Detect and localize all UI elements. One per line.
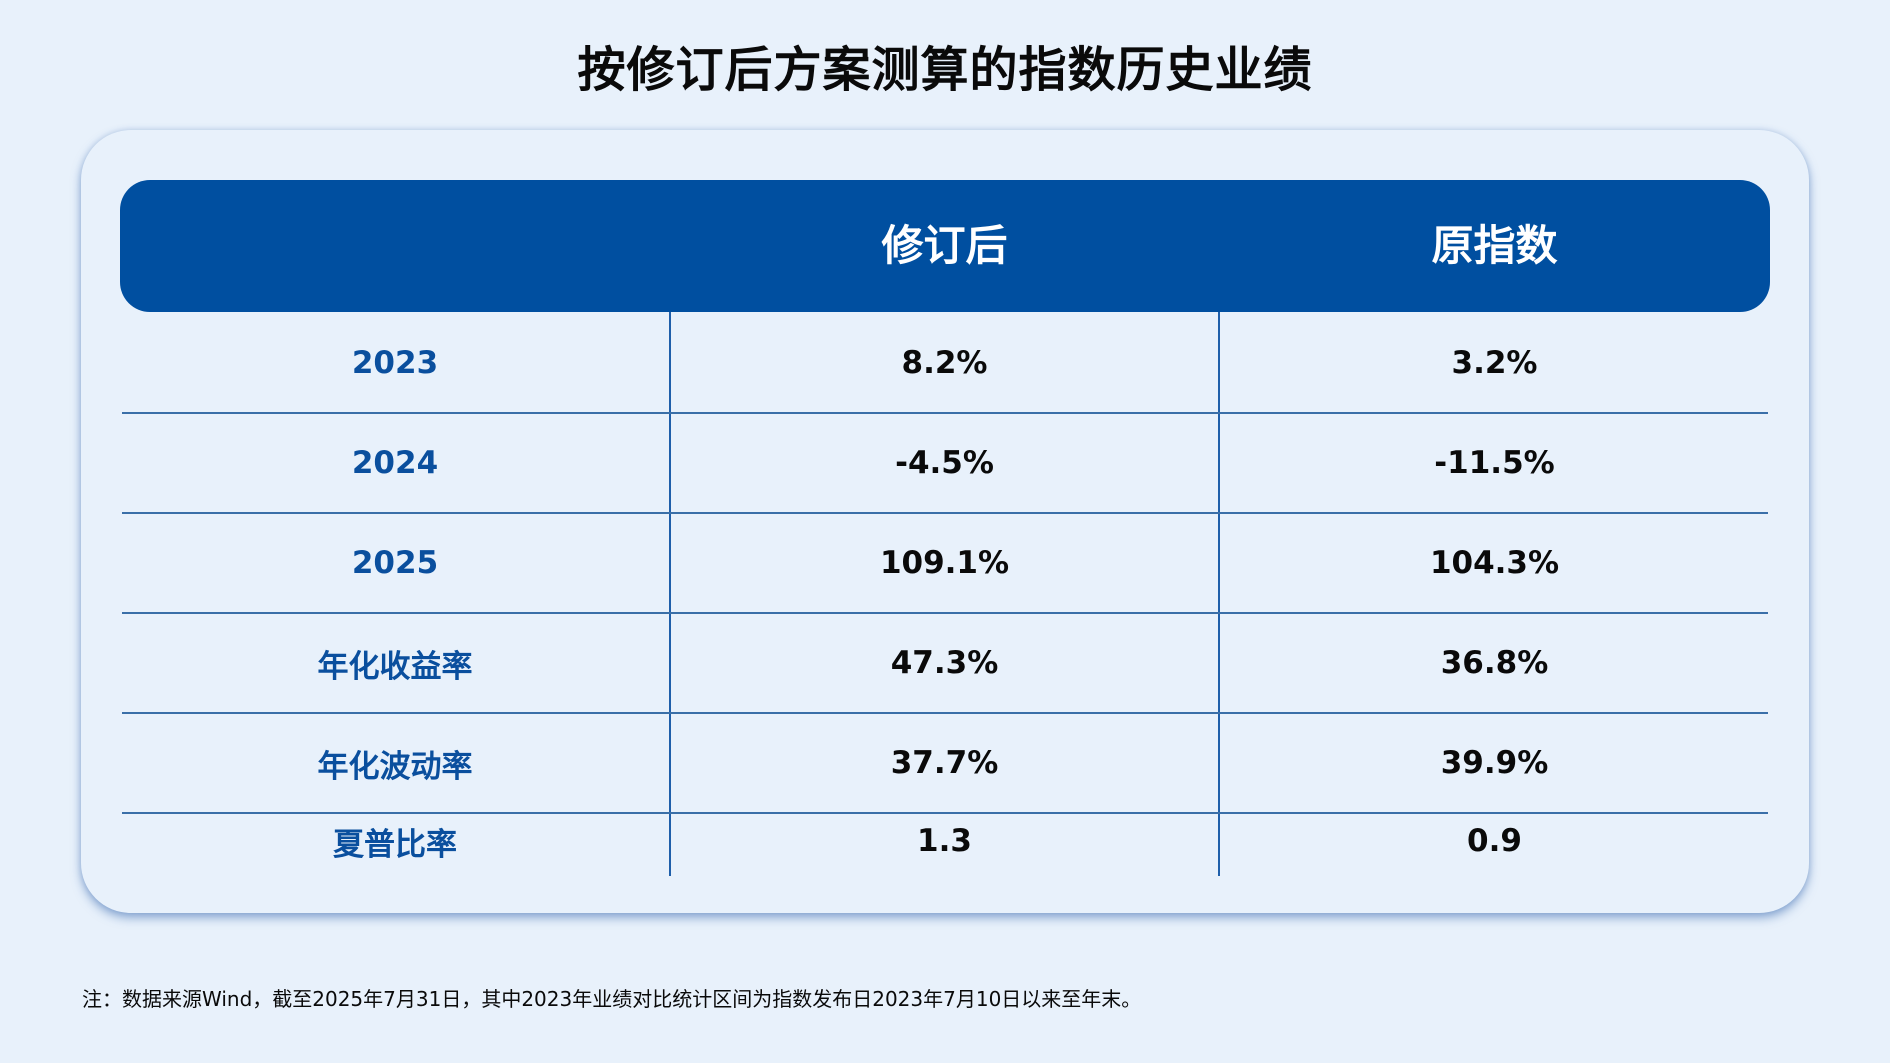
header-cell-empty xyxy=(120,180,670,312)
table-row: 夏普比率 1.3 0.9 xyxy=(120,813,1770,877)
table-row: 年化波动率 37.7% 39.9% xyxy=(120,713,1770,814)
row-divider xyxy=(122,412,1768,414)
row-label: 2024 xyxy=(351,445,439,481)
footnote: 注：数据来源Wind，截至2025年7月31日，其中2023年业绩对比统计区间为… xyxy=(82,987,1142,1011)
column-divider xyxy=(669,312,671,876)
original-value: 104.3% xyxy=(1429,545,1560,581)
original-value: -11.5% xyxy=(1434,445,1555,481)
table-body: 2023 8.2% 3.2% 2024 -4.5% -11.5% 2025 10… xyxy=(120,312,1770,877)
row-label: 夏普比率 xyxy=(333,826,457,863)
revised-value: 8.2% xyxy=(901,344,988,381)
row-label: 2023 xyxy=(351,344,439,381)
header-cell-revised: 修订后 xyxy=(881,221,1008,270)
revised-value: 37.7% xyxy=(890,745,999,781)
table-header: 修订后 原指数 xyxy=(120,180,1770,312)
table-row: 年化收益率 47.3% 36.8% xyxy=(120,613,1770,714)
row-label: 年化收益率 xyxy=(317,648,473,685)
column-divider xyxy=(1218,312,1220,876)
revised-value: 109.1% xyxy=(879,545,1010,581)
revised-value: -4.5% xyxy=(895,445,994,481)
table-row: 2025 109.1% 104.3% xyxy=(120,513,1770,614)
row-divider xyxy=(122,612,1768,614)
row-label: 年化波动率 xyxy=(317,748,473,785)
table-row: 2024 -4.5% -11.5% xyxy=(120,413,1770,514)
page-title: 按修订后方案测算的指数历史业绩 xyxy=(577,42,1313,98)
revised-value: 1.3 xyxy=(917,823,972,859)
header-cell-original: 原指数 xyxy=(1431,221,1558,270)
row-label: 2025 xyxy=(351,545,439,581)
revised-value: 47.3% xyxy=(890,645,999,681)
original-value: 3.2% xyxy=(1451,344,1538,381)
row-divider xyxy=(122,712,1768,714)
row-divider xyxy=(122,812,1768,814)
original-value: 39.9% xyxy=(1440,745,1549,781)
original-value: 0.9 xyxy=(1467,823,1522,859)
original-value: 36.8% xyxy=(1440,645,1549,681)
row-divider xyxy=(122,512,1768,514)
table-row: 2023 8.2% 3.2% xyxy=(120,312,1770,414)
